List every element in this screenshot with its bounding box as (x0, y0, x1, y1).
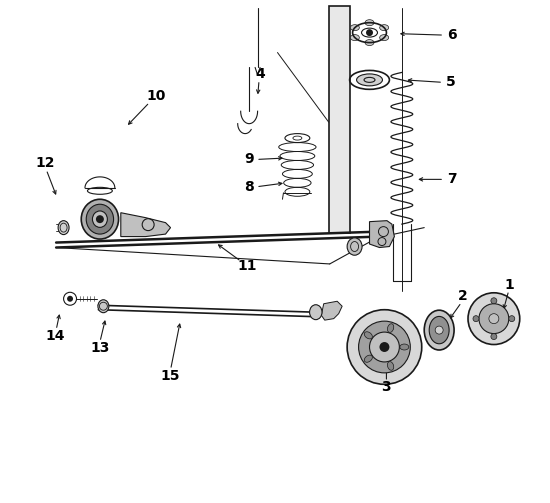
Ellipse shape (350, 25, 359, 31)
Circle shape (473, 316, 479, 321)
Circle shape (359, 321, 410, 373)
Ellipse shape (429, 316, 449, 344)
Ellipse shape (364, 332, 372, 339)
Text: 11: 11 (238, 260, 257, 274)
Ellipse shape (424, 310, 454, 350)
Text: 1: 1 (505, 278, 515, 292)
Text: 13: 13 (90, 341, 109, 355)
Ellipse shape (387, 362, 394, 370)
Ellipse shape (364, 355, 372, 362)
Circle shape (67, 296, 73, 302)
Ellipse shape (58, 221, 69, 234)
Text: 3: 3 (382, 380, 391, 394)
Ellipse shape (356, 74, 382, 86)
Ellipse shape (400, 344, 409, 350)
Circle shape (491, 298, 497, 304)
Ellipse shape (347, 238, 362, 255)
Bar (329, 6, 350, 232)
Circle shape (491, 333, 497, 340)
Ellipse shape (81, 199, 119, 239)
Text: 8: 8 (244, 180, 254, 194)
Text: 6: 6 (447, 28, 457, 42)
Text: 9: 9 (244, 152, 254, 166)
Text: 7: 7 (447, 173, 456, 187)
Ellipse shape (379, 35, 389, 41)
Circle shape (379, 342, 389, 352)
Ellipse shape (387, 324, 394, 332)
Text: 5: 5 (446, 75, 455, 90)
Ellipse shape (92, 211, 107, 227)
Circle shape (489, 314, 499, 323)
Ellipse shape (365, 20, 374, 26)
Circle shape (96, 215, 104, 223)
Circle shape (347, 310, 422, 384)
Text: 4: 4 (255, 67, 265, 81)
Polygon shape (121, 213, 170, 236)
Circle shape (366, 29, 373, 36)
Circle shape (509, 316, 515, 321)
Ellipse shape (86, 204, 114, 234)
Text: 10: 10 (147, 90, 166, 103)
Ellipse shape (310, 305, 322, 319)
Circle shape (479, 304, 509, 333)
Ellipse shape (365, 40, 374, 46)
Circle shape (435, 326, 443, 334)
Ellipse shape (379, 25, 389, 31)
Polygon shape (321, 301, 342, 320)
Ellipse shape (350, 35, 359, 41)
Circle shape (468, 293, 520, 345)
Text: 12: 12 (35, 156, 55, 170)
Ellipse shape (98, 300, 109, 313)
Text: 2: 2 (458, 289, 468, 303)
Text: 15: 15 (161, 369, 180, 383)
Text: 14: 14 (46, 329, 65, 343)
Circle shape (370, 332, 399, 362)
Polygon shape (370, 221, 394, 247)
